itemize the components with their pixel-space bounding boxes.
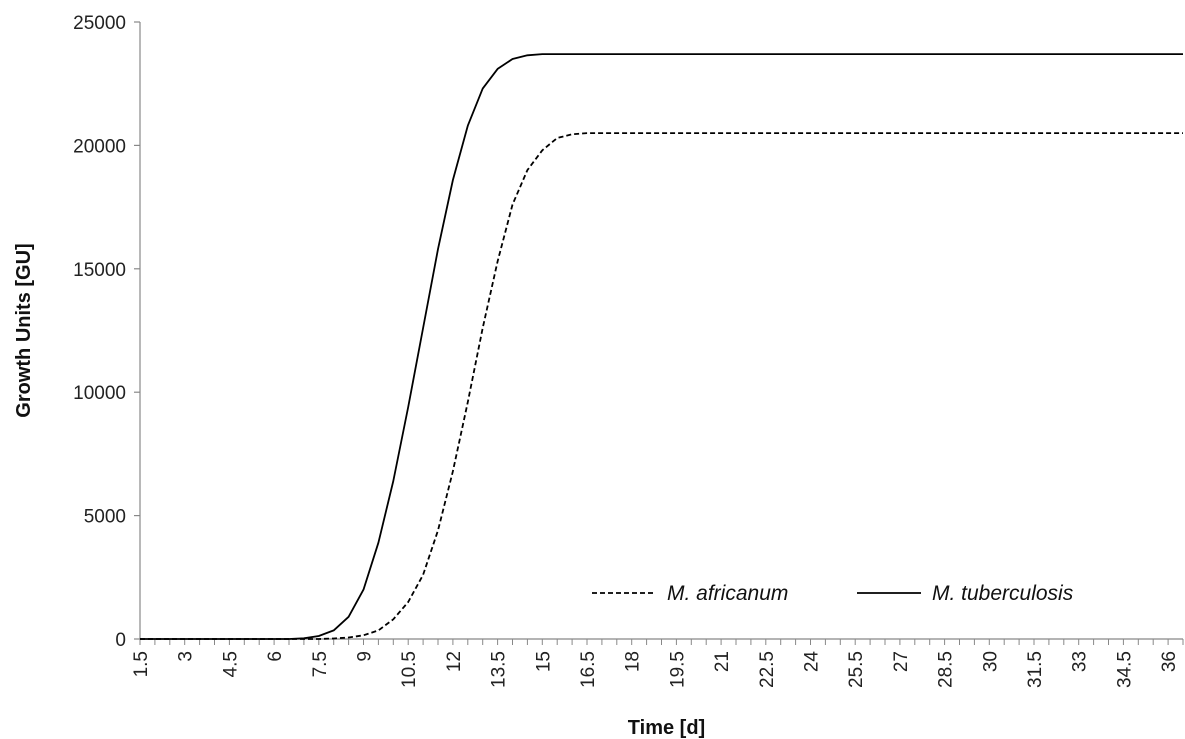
y-tick-label: 10000 (73, 383, 126, 404)
series-lines (140, 53, 1183, 640)
y-tick-label: 0 (115, 630, 126, 651)
x-tick-label: 13.5 (489, 651, 510, 688)
y-tick-label: 15000 (73, 260, 126, 281)
x-axis-title: Time [d] (628, 717, 705, 739)
x-tick-label: 1.5 (131, 651, 152, 677)
x-tick-label: 19.5 (667, 651, 688, 688)
series-line-2 (140, 53, 1183, 640)
y-axis: 0 5000 10000 15000 20000 25000 (73, 13, 141, 651)
x-tick-label: 34.5 (1114, 651, 1135, 688)
x-tick-label: 6 (265, 651, 286, 662)
x-tick-label: 7.5 (310, 651, 331, 677)
x-tick-label: 30 (980, 651, 1001, 672)
x-tick-label: 15 (533, 651, 554, 672)
x-tick-label: 31.5 (1025, 651, 1046, 688)
y-axis-title: Growth Units [GU] (13, 243, 35, 417)
x-tick-label: 18 (623, 651, 644, 672)
x-tick-label: 25.5 (846, 651, 867, 688)
legend: M. africanum M. tuberculosis (592, 582, 1074, 605)
x-tick-label: 9 (355, 651, 376, 662)
x-tick-label: 4.5 (220, 651, 241, 677)
x-tick-label: 10.5 (399, 651, 420, 688)
x-tick-label: 24 (802, 651, 823, 673)
x-tick-label: 21 (712, 651, 733, 672)
x-tick-label: 22.5 (757, 651, 778, 688)
x-tick-label: 28.5 (936, 651, 957, 688)
y-tick-label: 25000 (73, 13, 126, 34)
x-tick-label: 12 (444, 651, 465, 672)
x-axis: 1.5 3 4.5 6 7.5 9 10.5 12 13.5 15 16.5 18 19.5 21 22.5… (131, 638, 1184, 688)
y-tick-label: 20000 (73, 136, 126, 157)
y-tick-label: 5000 (84, 507, 126, 528)
x-tick-label: 16.5 (578, 651, 599, 688)
legend-label-1: M. africanum (667, 582, 788, 605)
x-tick-label: 33 (1070, 651, 1091, 672)
x-tick-label: 3 (176, 651, 197, 662)
legend-label-2: M. tuberculosis (932, 582, 1074, 605)
x-tick-label: 36 (1159, 651, 1180, 672)
x-tick-label: 27 (891, 651, 912, 672)
series-line-1 (140, 132, 1183, 640)
